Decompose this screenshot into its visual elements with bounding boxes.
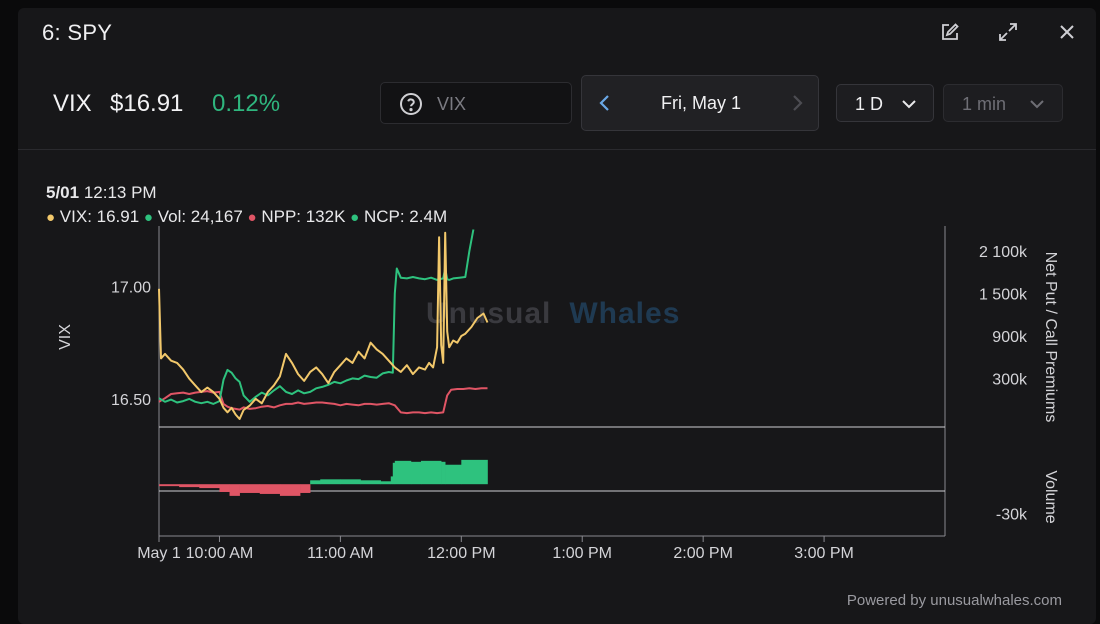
quote-price: $16.91 [110, 90, 184, 117]
npp-dot-icon: ● [247, 209, 257, 226]
tooltip-date: 5/01 [46, 183, 80, 202]
vix-series-line [158, 231, 489, 420]
ncp-series-line [158, 229, 475, 405]
volume-bar [259, 484, 281, 494]
symbol-search[interactable] [380, 82, 572, 124]
tooltip-ncp: NCP: 2.4M [363, 207, 448, 226]
volume-bar [159, 484, 180, 487]
search-input[interactable] [437, 91, 557, 117]
right-tick-label: 300k [992, 371, 1028, 388]
quote-change: 0.12% [212, 90, 281, 117]
chevron-right-icon[interactable] [786, 92, 808, 114]
volume-bar [390, 476, 394, 485]
period-select[interactable]: 1 D [836, 84, 934, 122]
volume-bar [229, 484, 240, 496]
x-tick-label: 1:00 PM [552, 545, 612, 562]
period-select-value: 1 D [855, 94, 884, 114]
volume-bar [300, 484, 311, 493]
volume-bar [392, 462, 396, 485]
x-tick-label: 10:00 AM [186, 545, 254, 562]
right-tick-label: 1 500k [979, 286, 1028, 303]
quote-symbol: VIX [53, 90, 92, 117]
volume-bar [199, 484, 220, 489]
window-titlebar: 6: SPY [18, 8, 1096, 58]
tooltip-legend: ● VIX: 16.91 ● Vol: 24,167 ● NPP: 132K ●… [46, 207, 447, 227]
chevron-down-icon [1030, 100, 1044, 109]
crosshair-tooltip: 5/01 12:13 PM [46, 183, 157, 203]
powered-by-credit: Powered by unusualwhales.com [846, 592, 1062, 609]
watermark: Unusual Whales [426, 297, 680, 330]
header-divider [18, 149, 1096, 150]
vol-dot-icon: ● [143, 209, 153, 226]
volume-bar [310, 480, 321, 485]
left-axis-label: VIX [57, 324, 74, 350]
x-tick-label: 2:00 PM [673, 545, 733, 562]
volume-bar [239, 484, 261, 493]
volume-bar [421, 460, 442, 485]
volume-bar [394, 460, 412, 485]
volume-axis-label: Volume [1042, 470, 1059, 523]
interval-select-value: 1 min [962, 94, 1007, 114]
x-tick-label: 3:00 PM [794, 545, 854, 562]
chevron-down-icon [902, 100, 916, 109]
volume-bar [340, 479, 361, 485]
volume-bar [179, 484, 200, 488]
tooltip-vix: VIX: 16.91 [59, 207, 140, 226]
npp-series-line [158, 387, 488, 415]
left-tick-label: 17.00 [111, 280, 151, 297]
tooltip-npp: NPP: 132K [261, 207, 346, 226]
left-tick-label: 16.50 [111, 392, 151, 409]
window-title: 6: SPY [42, 20, 113, 45]
ncp-dot-icon: ● [350, 209, 360, 226]
volume-bar [410, 461, 422, 485]
volume-bar [360, 480, 381, 485]
tooltip-vol: Vol: 24,167 [157, 207, 243, 226]
edit-icon[interactable] [940, 22, 960, 42]
vix-premium-chart[interactable]: Unusual Whales 17.00 16.50 VIX 2 100k 1 500k 90… [18, 8, 1096, 624]
chevron-left-icon[interactable] [594, 92, 616, 114]
volume-bar [461, 459, 488, 485]
volume-bar [445, 464, 462, 485]
x-tick-label: 12:00 PM [427, 545, 495, 562]
x-tick-label: May 1 [137, 545, 181, 562]
volume-bar [219, 484, 230, 492]
vix-dot-icon: ● [46, 209, 56, 226]
volume-bar [441, 461, 446, 485]
expand-icon[interactable] [998, 22, 1018, 42]
watermark-part2: Whales [569, 297, 680, 330]
volume-bar [279, 484, 301, 496]
volume-tick-label: -30k [996, 506, 1028, 523]
date-navigator: Fri, May 1 [581, 75, 819, 131]
chart-panel: 6: SPY VIX $16.91 0.12% [18, 8, 1096, 624]
quote-header: VIX $16.91 0.12% Fri, May 1 1 D [18, 75, 1096, 134]
date-label[interactable]: Fri, May 1 [660, 93, 741, 113]
tooltip-time: 12:13 PM [79, 183, 157, 202]
help-circle-icon [400, 93, 422, 115]
right-tick-label: 900k [992, 329, 1028, 346]
x-tick-label: 11:00 AM [307, 545, 373, 562]
interval-select[interactable]: 1 min [943, 84, 1063, 122]
close-icon[interactable] [1057, 22, 1077, 42]
right-axis-label: Net Put / Call Premiums [1042, 252, 1059, 423]
right-tick-label: 2 100k [979, 244, 1028, 261]
volume-bar [380, 481, 392, 485]
volume-bar [320, 479, 341, 485]
